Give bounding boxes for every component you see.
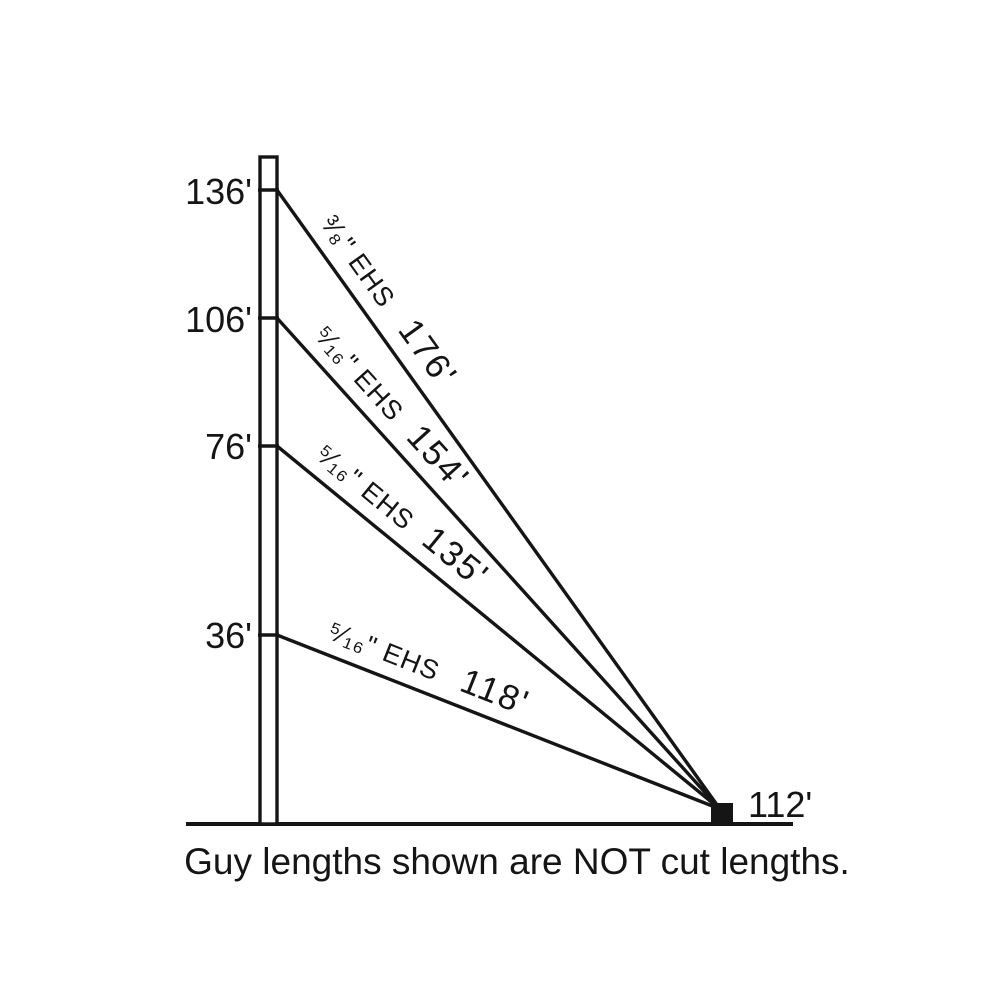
height-label-136: 136': [185, 171, 252, 212]
guy-wire-106: [275, 316, 722, 811]
wire-length-label-176: 176': [391, 312, 465, 394]
guy-wire-76: [275, 444, 722, 811]
anchor-distance-label: 112': [748, 784, 812, 825]
anchor-block: [711, 803, 733, 823]
wire-length-label-135: 135': [415, 519, 496, 596]
guy-wire-36: [276, 633, 721, 811]
height-label-76: 76': [205, 426, 252, 467]
wire-length-label-154: 154': [399, 417, 477, 497]
guy-wire-136: [275, 189, 722, 810]
wire-length-label-118: 118': [455, 661, 535, 723]
height-label-106: 106': [185, 299, 252, 340]
height-label-36: 36': [205, 615, 252, 656]
tower-mast: [258, 155, 279, 826]
diagram-caption: Guy lengths shown are NOT cut lengths.: [184, 841, 850, 882]
